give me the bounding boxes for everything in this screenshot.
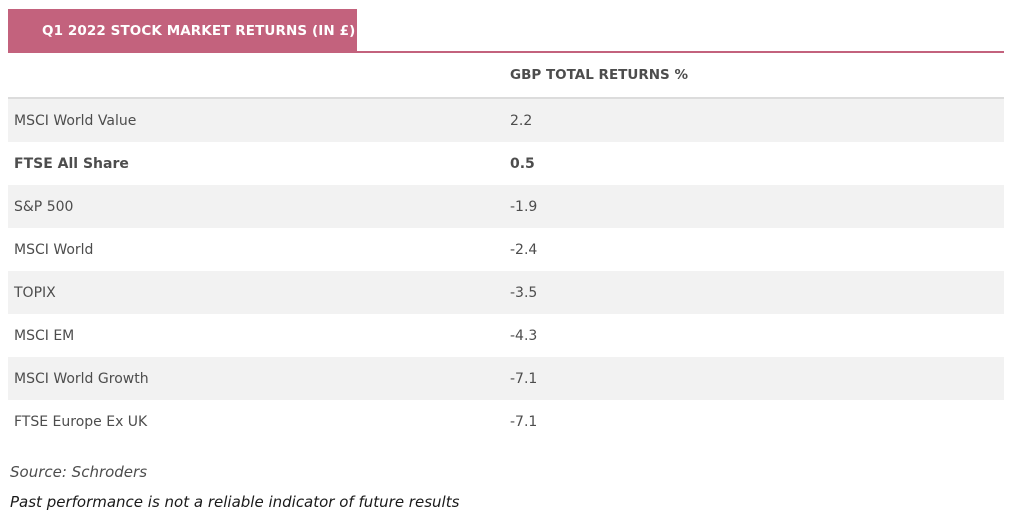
table-header-row: GBP TOTAL RETURNS % xyxy=(8,53,1004,99)
returns-table: GBP TOTAL RETURNS % MSCI World Value 2.2 F… xyxy=(8,53,1004,443)
return-value-cell: 0.5 xyxy=(510,155,535,172)
table-row: MSCI EM -4.3 xyxy=(8,314,1004,357)
index-name-cell: TOPIX xyxy=(8,271,506,314)
return-value-cell: -7.1 xyxy=(510,413,538,430)
index-name-cell: S&P 500 xyxy=(8,185,506,228)
table-row: FTSE Europe Ex UK -7.1 xyxy=(8,400,1004,443)
table-row: S&P 500 -1.9 xyxy=(8,185,1004,228)
table-row: MSCI World Growth -7.1 xyxy=(8,357,1004,400)
table-row: MSCI World -2.4 xyxy=(8,228,1004,271)
table-row: FTSE All Share 0.5 xyxy=(8,142,1004,185)
index-name-cell: MSCI World Growth xyxy=(8,357,506,400)
index-name-cell: MSCI World xyxy=(14,241,94,258)
column-header-returns: GBP TOTAL RETURNS % xyxy=(506,53,1004,99)
table-row: TOPIX -3.5 xyxy=(8,271,1004,314)
source-note: Source: Schroders xyxy=(10,463,148,481)
index-name-cell: FTSE All Share xyxy=(14,155,129,172)
return-value-cell: -2.4 xyxy=(510,241,538,258)
return-value-cell: -4.3 xyxy=(510,327,538,344)
index-name-cell: MSCI World Value xyxy=(8,98,506,142)
return-value-cell: -1.9 xyxy=(506,185,1004,228)
table-title: Q1 2022 STOCK MARKET RETURNS (IN £) xyxy=(8,9,357,52)
table-row: MSCI World Value 2.2 xyxy=(8,98,1004,142)
table-body: MSCI World Value 2.2 FTSE All Share 0.5 S&P … xyxy=(8,98,1004,443)
disclaimer-note: Past performance is not a reliable indic… xyxy=(10,493,460,511)
return-value-cell: 2.2 xyxy=(506,98,1004,142)
title-underline xyxy=(8,51,1004,53)
index-name-cell: MSCI EM xyxy=(14,327,75,344)
return-value-cell: -7.1 xyxy=(506,357,1004,400)
return-value-cell: -3.5 xyxy=(506,271,1004,314)
index-name-cell: FTSE Europe Ex UK xyxy=(14,413,148,430)
column-header-index xyxy=(8,53,506,99)
